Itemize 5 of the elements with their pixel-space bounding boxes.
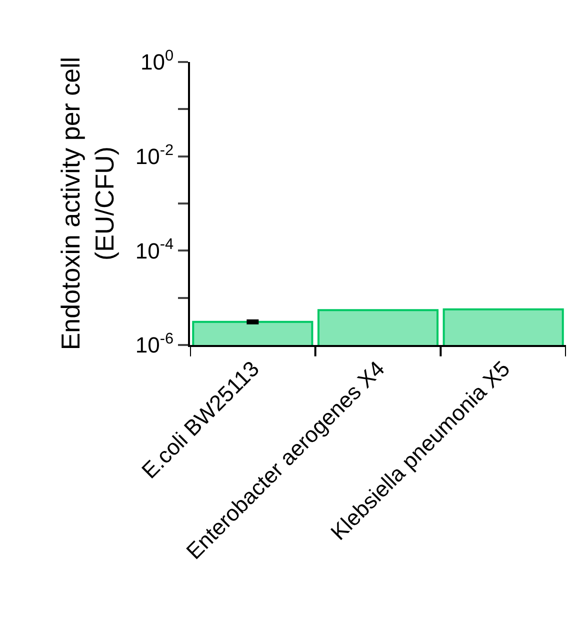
- y-tick-label: 10$^{0}$: [140, 47, 174, 75]
- y-tick-label: 10$^{-4}$: [135, 236, 174, 264]
- y-axis-title: Endotoxin activity per cell (EU/CFU): [56, 56, 120, 350]
- y-tick-label: 10$^{-2}$: [135, 142, 174, 170]
- y-tick-label: 10$^{-6}$: [135, 330, 174, 358]
